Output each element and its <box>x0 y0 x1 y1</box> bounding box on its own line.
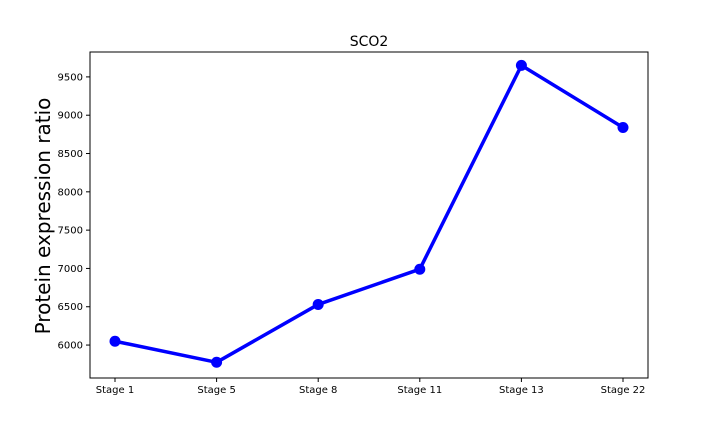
y-tick-label: 8500 <box>58 149 83 160</box>
y-axis-ticks: 6000 6500 7000 7500 8000 8500 9000 9500 <box>58 72 90 352</box>
y-tick-label: 8000 <box>58 187 83 198</box>
data-point <box>211 356 223 368</box>
x-tick-label: Stage 22 <box>601 385 646 396</box>
y-tick-label: 6500 <box>58 302 83 313</box>
x-axis-ticks: Stage 1 Stage 5 Stage 8 Stage 11 Stage 13 Sta… <box>96 378 646 396</box>
x-tick-label: Stage 5 <box>197 385 235 396</box>
y-tick-label: 9000 <box>58 111 83 122</box>
chart-title: SCO2 <box>350 34 389 50</box>
data-point <box>617 121 629 133</box>
y-tick-label: 7500 <box>58 226 83 237</box>
y-tick-label: 7000 <box>58 264 83 275</box>
y-axis-label: Protein expression ratio <box>31 98 55 335</box>
series-layer <box>109 59 629 368</box>
series-line <box>113 63 625 365</box>
data-point <box>515 59 527 71</box>
x-tick-label: Stage 8 <box>299 385 337 396</box>
y-tick-label: 6000 <box>58 341 83 352</box>
y-tick-label: 9500 <box>58 72 83 83</box>
data-point <box>312 298 324 310</box>
x-tick-label: Stage 11 <box>397 385 442 396</box>
data-point <box>414 263 426 275</box>
x-tick-label: Stage 13 <box>499 385 544 396</box>
x-tick-label: Stage 1 <box>96 385 134 396</box>
data-point <box>109 335 121 347</box>
plot-area-frame <box>89 51 649 379</box>
